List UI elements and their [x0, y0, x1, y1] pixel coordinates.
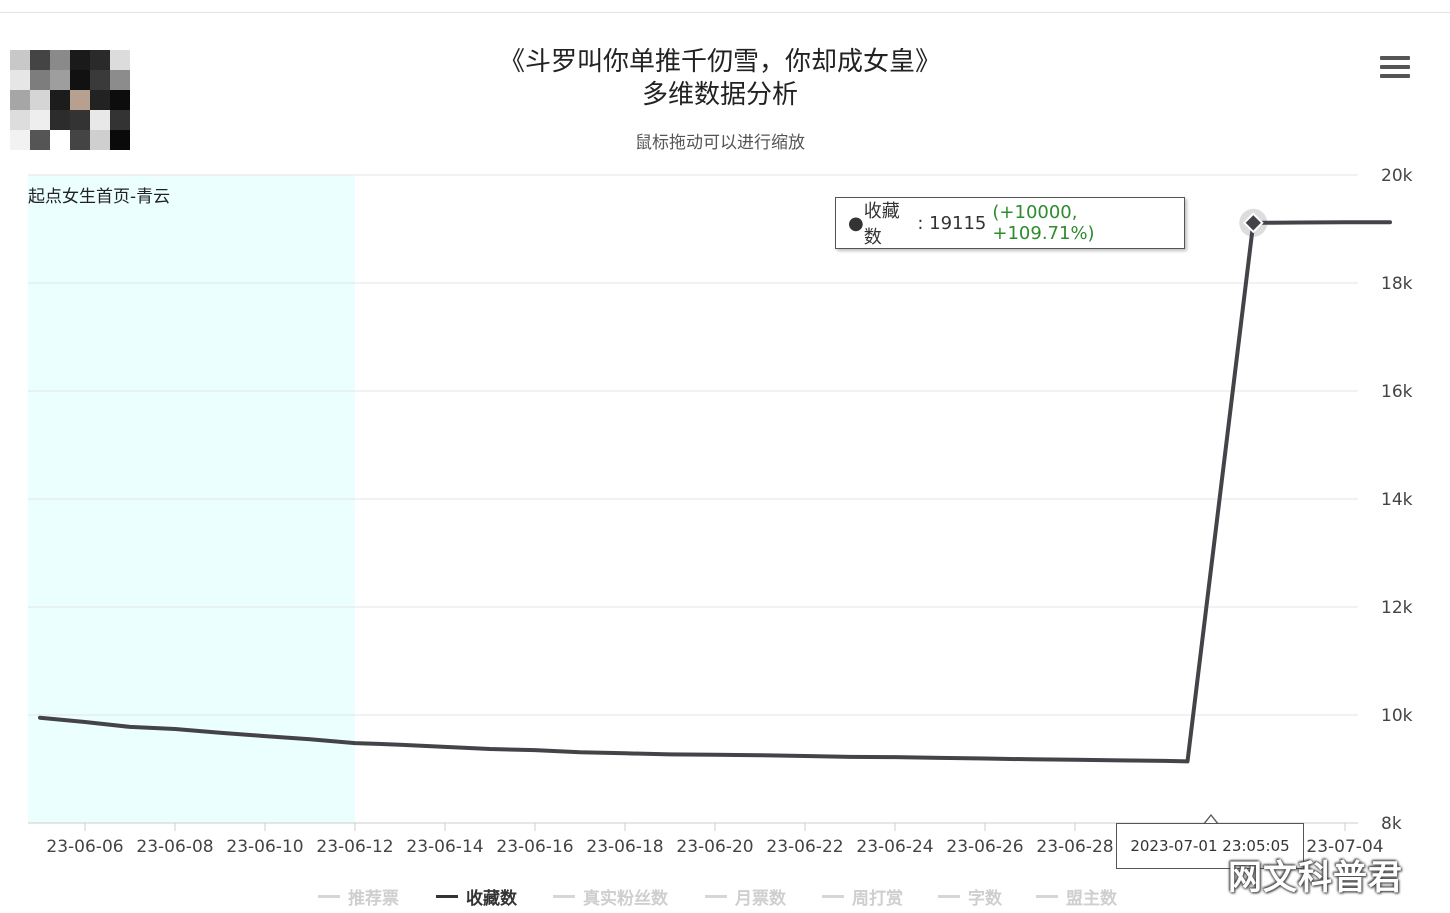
y-tick-label: 12k: [1381, 598, 1413, 618]
x-tick-label: 23-06-24: [856, 837, 933, 857]
legend-item[interactable]: 推荐票: [318, 884, 399, 909]
chart-subtitle: 鼠标拖动可以进行缩放: [635, 133, 805, 153]
legend-swatch-icon: [1036, 894, 1058, 898]
avatar-tile: [110, 110, 130, 130]
x-tick-label: 23-06-12: [316, 837, 393, 857]
legend-swatch-icon: [318, 894, 340, 898]
avatar-tile: [110, 50, 130, 70]
avatar-tile: [50, 70, 70, 90]
avatar-tile: [90, 110, 110, 130]
series-line-收藏数: [38, 220, 1392, 764]
x-tick-label: 23-06-28: [1036, 837, 1113, 857]
avatar-tile: [10, 130, 30, 150]
avatar-tile: [30, 50, 50, 70]
x-tick-label: 23-06-22: [766, 837, 843, 857]
avatar-tile: [70, 90, 90, 110]
tooltip-colon: :: [917, 212, 930, 234]
data-tooltip: ● 收藏数 : 19115 (+10000, +109.71%): [835, 197, 1185, 249]
legend-item[interactable]: 月票数: [705, 884, 786, 909]
hamburger-menu-icon[interactable]: [1380, 56, 1410, 82]
plot-band-label: 起点女生首页-青云: [28, 187, 170, 207]
tooltip-value: 19115: [929, 212, 987, 234]
avatar-tile: [90, 90, 110, 110]
avatar-tile: [90, 130, 110, 150]
avatar-tile: [50, 130, 70, 150]
legend-swatch-icon: [705, 894, 727, 898]
legend-item[interactable]: 真实粉丝数: [553, 884, 668, 909]
chart-title-line2: 多维数据分析: [641, 80, 798, 110]
legend-item[interactable]: 收藏数: [436, 884, 517, 909]
legend-label: 推荐票: [348, 888, 399, 909]
avatar-tile: [70, 130, 90, 150]
x-tick-label: 23-07-04: [1306, 837, 1383, 857]
legend: 推荐票 收藏数 真实粉丝数 月票数 周打赏 字数 盟主数: [0, 884, 1450, 909]
avatar-tile: [110, 70, 130, 90]
watermark-text: 网文科普君: [1228, 858, 1403, 898]
x-tick-label: 23-06-16: [496, 837, 573, 857]
x-tick-label: 23-06-06: [46, 837, 123, 857]
hover-point-marker: [1242, 212, 1264, 234]
avatar-tile: [10, 90, 30, 110]
avatar-tile: [30, 70, 50, 90]
legend-swatch-icon: [822, 894, 844, 898]
legend-label: 盟主数: [1066, 888, 1117, 909]
legend-label: 周打赏: [852, 888, 903, 909]
y-tick-label: 8k: [1381, 814, 1402, 834]
tooltip-label: 收藏数: [863, 201, 900, 248]
top-divider: [0, 12, 1450, 13]
y-tick-label: 20k: [1381, 166, 1413, 186]
avatar-tile: [10, 70, 30, 90]
avatar-tile: [70, 70, 90, 90]
y-tick-label: 10k: [1381, 706, 1413, 726]
x-tooltip-arrow: [1203, 814, 1219, 825]
tooltip-bullet-icon: ●: [848, 212, 864, 234]
avatar-tile: [110, 130, 130, 150]
avatar-tile: [10, 50, 30, 70]
x-tick-label: 23-06-20: [676, 837, 753, 857]
avatar-tile: [70, 110, 90, 130]
legend-label: 收藏数: [466, 888, 517, 909]
y-tick-label: 16k: [1381, 382, 1413, 402]
legend-item[interactable]: 字数: [938, 884, 1002, 909]
x-axis-tooltip: 2023-07-01 23:05:05: [1116, 823, 1304, 869]
avatar-tile: [10, 110, 30, 130]
avatar-tile: [70, 50, 90, 70]
avatar-tile: [30, 90, 50, 110]
legend-item[interactable]: 盟主数: [1036, 884, 1117, 909]
avatar-tile: [30, 130, 50, 150]
avatar-tile: [50, 90, 70, 110]
legend-label: 月票数: [735, 888, 786, 909]
legend-swatch-icon: [436, 894, 458, 898]
tooltip-delta: (+10000, +109.71%): [992, 202, 1095, 244]
avatar-tile: [90, 70, 110, 90]
legend-item[interactable]: 周打赏: [822, 884, 903, 909]
avatar-tile: [50, 50, 70, 70]
avatar-tile: [110, 90, 130, 110]
legend-swatch-icon: [553, 894, 575, 898]
chart-title-line1: 《斗罗叫你单推千仞雪，你却成女皇》: [498, 47, 941, 77]
avatar: [10, 50, 130, 150]
avatar-tile: [90, 50, 110, 70]
x-tick-label: 23-06-26: [946, 837, 1023, 857]
x-tick-label: 23-06-18: [586, 837, 663, 857]
legend-swatch-icon: [938, 894, 960, 898]
y-tick-label: 14k: [1381, 490, 1413, 510]
y-tick-label: 18k: [1381, 274, 1413, 294]
legend-label: 真实粉丝数: [583, 888, 668, 909]
x-tick-label: 23-06-14: [406, 837, 483, 857]
avatar-tile: [50, 110, 70, 130]
avatar-tile: [30, 110, 50, 130]
legend-label: 字数: [968, 888, 1002, 909]
x-tick-label: 23-06-10: [226, 837, 303, 857]
x-tick-label: 23-06-08: [136, 837, 213, 857]
